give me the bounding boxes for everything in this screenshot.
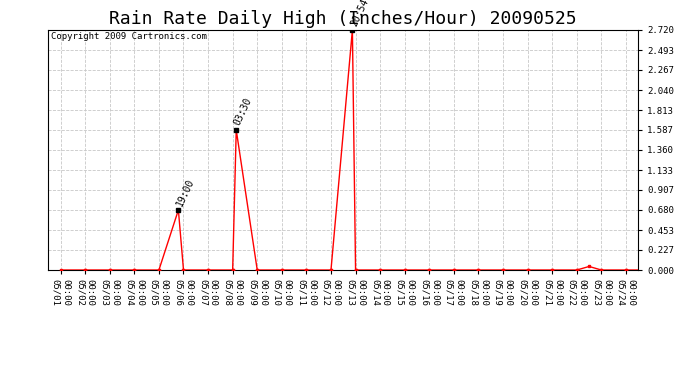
- Text: 03:30: 03:30: [233, 96, 254, 128]
- Text: Copyright 2009 Cartronics.com: Copyright 2009 Cartronics.com: [51, 32, 207, 41]
- Text: 19:00: 19:00: [175, 177, 196, 207]
- Title: Rain Rate Daily High (Inches/Hour) 20090525: Rain Rate Daily High (Inches/Hour) 20090…: [110, 10, 577, 28]
- Text: 20:54: 20:54: [348, 0, 370, 27]
